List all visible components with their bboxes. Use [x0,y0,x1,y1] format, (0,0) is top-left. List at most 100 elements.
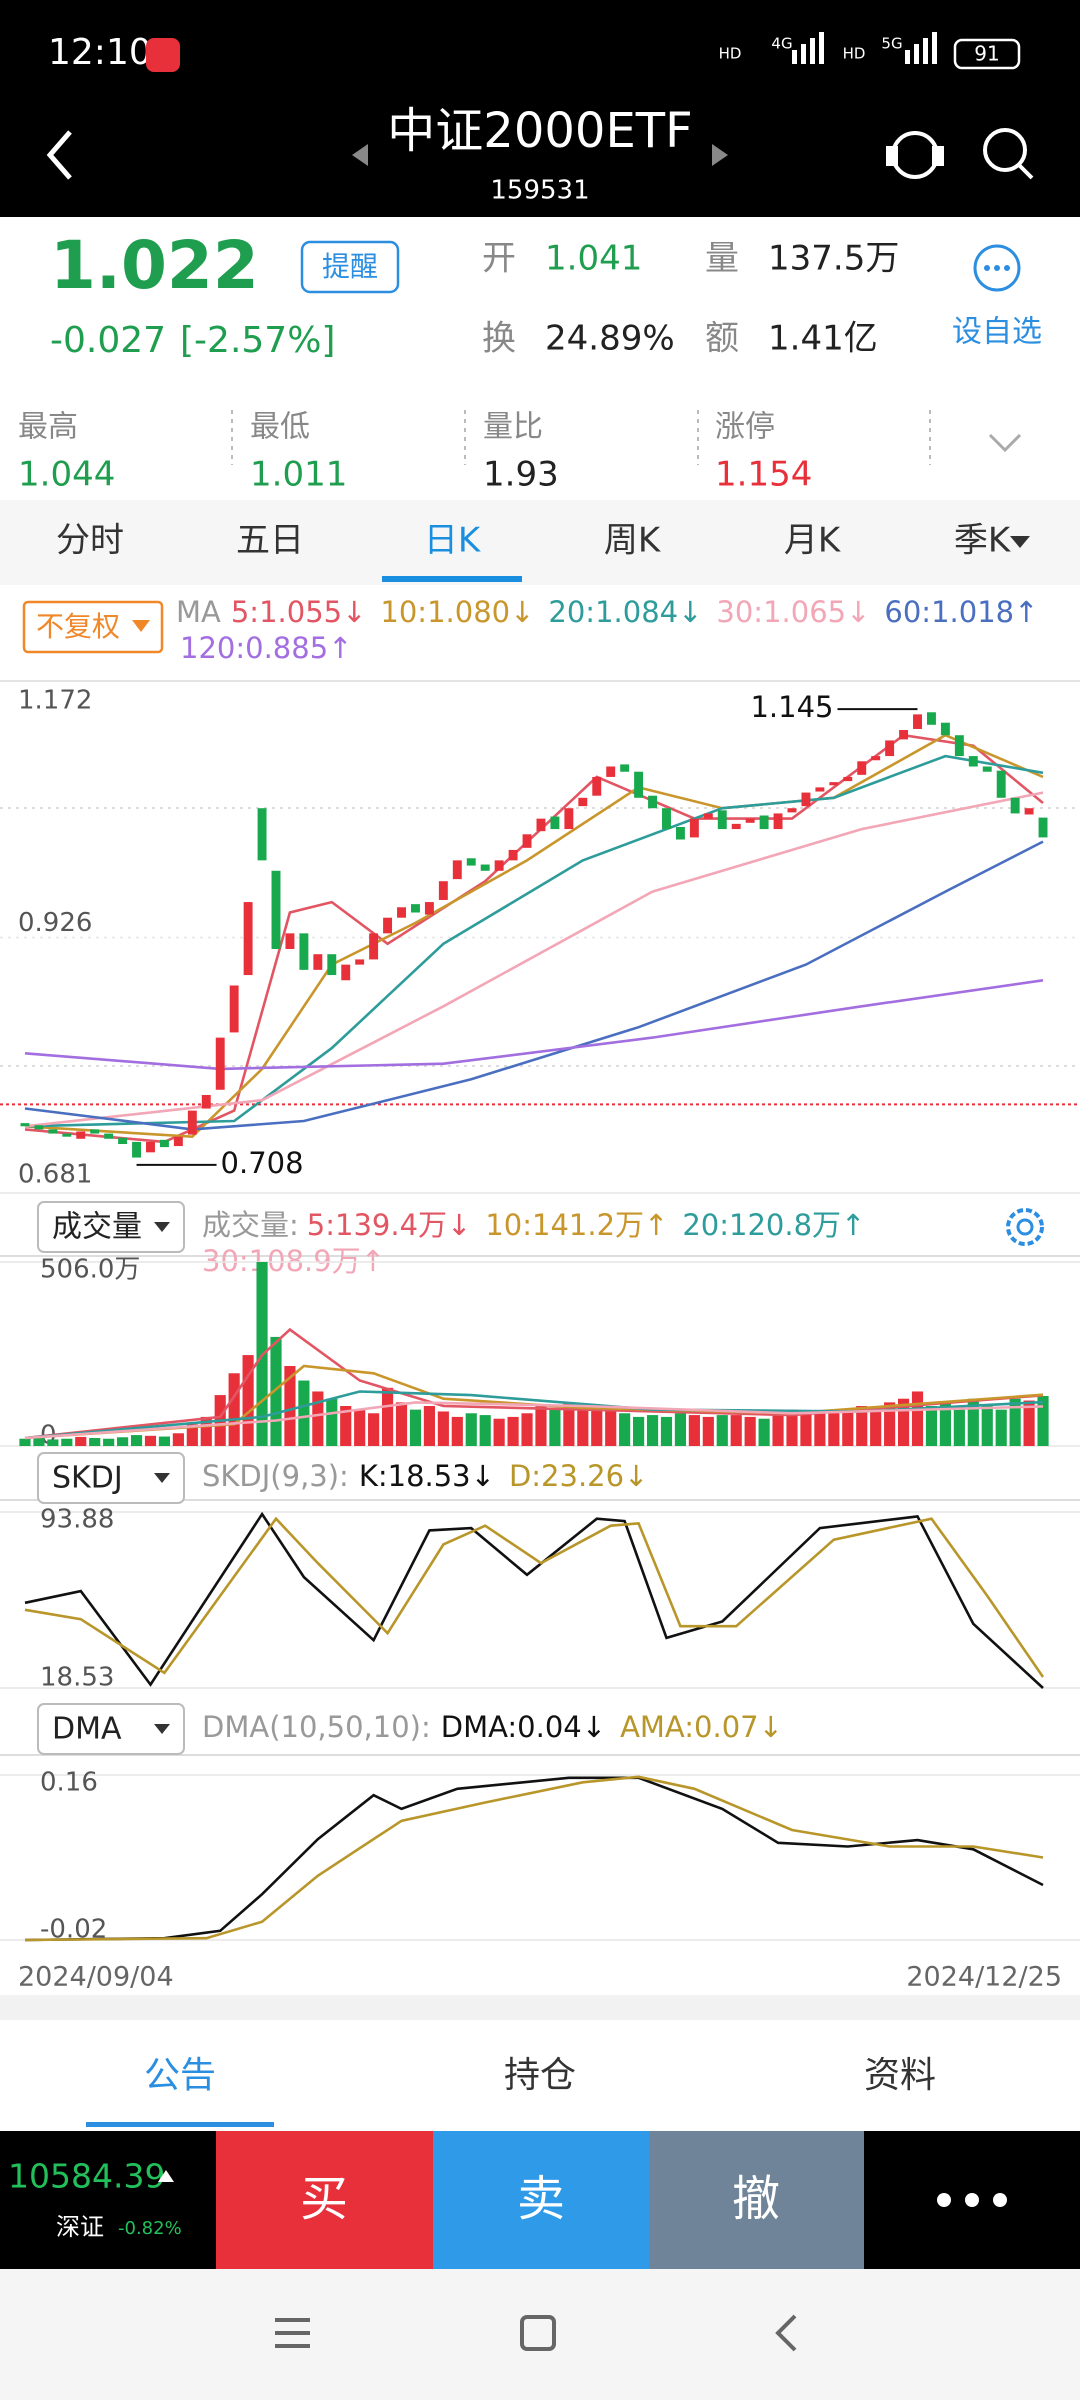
candle [327,954,337,976]
period-tab[interactable]: 五日 [236,521,304,561]
candle [341,964,351,981]
stat-label: 涨停 [715,410,775,445]
volume-bar [493,1418,505,1446]
volume-bar [284,1366,296,1446]
candle [438,881,448,900]
volume-bar [298,1380,310,1446]
adjust-button[interactable] [22,600,164,654]
candle [662,808,671,830]
period-tab[interactable]: 分时 [56,521,124,561]
index-box[interactable] [0,2131,216,2269]
volume-bar [186,1424,198,1446]
period-tab[interactable]: 周K [604,521,662,561]
volume-bar [270,1336,282,1446]
candle [564,808,574,830]
legend-entry: 10:1.080↓ [380,595,534,629]
indicator-button[interactable] [37,1452,185,1504]
candle [801,792,811,807]
volume-bar [730,1415,742,1446]
indicator-line [24,1775,1044,1942]
volume-bar [465,1413,477,1446]
candle [634,771,644,798]
status-icons: HD 4G HD 5G 91 [719,32,1021,70]
cancel-button[interactable] [649,2131,864,2269]
search-button[interactable] [983,128,1034,180]
volume-bar [395,1402,408,1446]
volume-bar [1023,1400,1035,1446]
candle [243,902,253,976]
volume-bar [33,1438,45,1446]
candle [132,1141,142,1158]
back-button[interactable] [46,130,72,180]
indicator-button[interactable] [37,1703,185,1755]
volume-bar [340,1406,352,1446]
watchlist-button[interactable] [973,244,1021,292]
volume-bar [939,1402,951,1446]
candle [313,954,323,970]
prev-button[interactable] [352,144,368,166]
period-tabs: 分时 五日 日K 周K 月K 季K [56,521,1030,582]
volume-bar [953,1406,965,1446]
volume-bar [772,1411,784,1446]
volume-bar [326,1398,338,1446]
volume-bar [535,1406,547,1446]
signal [801,44,806,64]
candle [104,1133,114,1139]
volume-bar [786,1409,798,1446]
y-tick-label: 1.172 [18,686,92,716]
nav-bar [0,2269,1080,2400]
candle [480,864,490,871]
expand-button[interactable] [988,433,1022,453]
volume-bar [870,1407,882,1446]
candle [229,985,239,1033]
indicator-label: SKDJ(9,3): [202,1459,349,1493]
service-button[interactable] [886,131,944,179]
period-tab[interactable]: 月K [784,521,842,561]
candle [201,1094,211,1109]
bottom-tab[interactable]: 公告 [144,2055,216,2096]
legend-entry: 5:139.4万↓ [307,1208,472,1242]
bottom-tab[interactable]: 持仓 [504,2055,576,2096]
candle [703,813,713,819]
field-label: 开 [482,239,516,279]
legend-entry: DMA:0.04↓ [441,1710,606,1744]
candle [815,787,825,792]
volume-bar [437,1411,449,1446]
y-tick-label: 93.88 [40,1505,114,1535]
signal [923,38,928,64]
nav-home[interactable] [520,2315,556,2351]
indicator-line [24,979,1044,1071]
volume-bar [354,1409,366,1446]
volume-bar [381,1387,394,1446]
period-tab[interactable]: 日K [424,521,482,561]
alert-button[interactable] [300,240,400,294]
period-tab[interactable]: 季K [954,521,1012,561]
nav-menu[interactable] [275,2318,310,2348]
candle [494,860,504,871]
buy-button[interactable] [216,2131,433,2269]
indicator-line [24,1327,1044,1440]
volume-bar [967,1398,979,1446]
ma-label: MA [176,595,221,629]
next-button[interactable] [712,144,728,166]
network-label: 4G [771,35,792,53]
candle [257,808,267,861]
price: 1.022 [50,227,259,304]
nav-back[interactable] [775,2314,797,2352]
sell-button[interactable] [433,2131,649,2269]
candle [215,1037,225,1090]
settings-button[interactable] [1006,1208,1044,1246]
dropdown-arrow [1010,536,1030,548]
bottom-tab[interactable]: 资料 [864,2055,936,2096]
legend-entry: 30:108.9万↑ [202,1244,385,1278]
indicator-line [24,733,1044,1139]
stat-value: 1.011 [250,455,347,495]
indicator-button[interactable] [37,1201,185,1253]
sell-label: 卖 [517,2171,565,2227]
stat-label: 量比 [483,410,543,445]
volume-bar [674,1413,687,1446]
index-name: 深证 [56,2213,104,2241]
signal [914,44,919,64]
volume-bar [1037,1396,1049,1446]
